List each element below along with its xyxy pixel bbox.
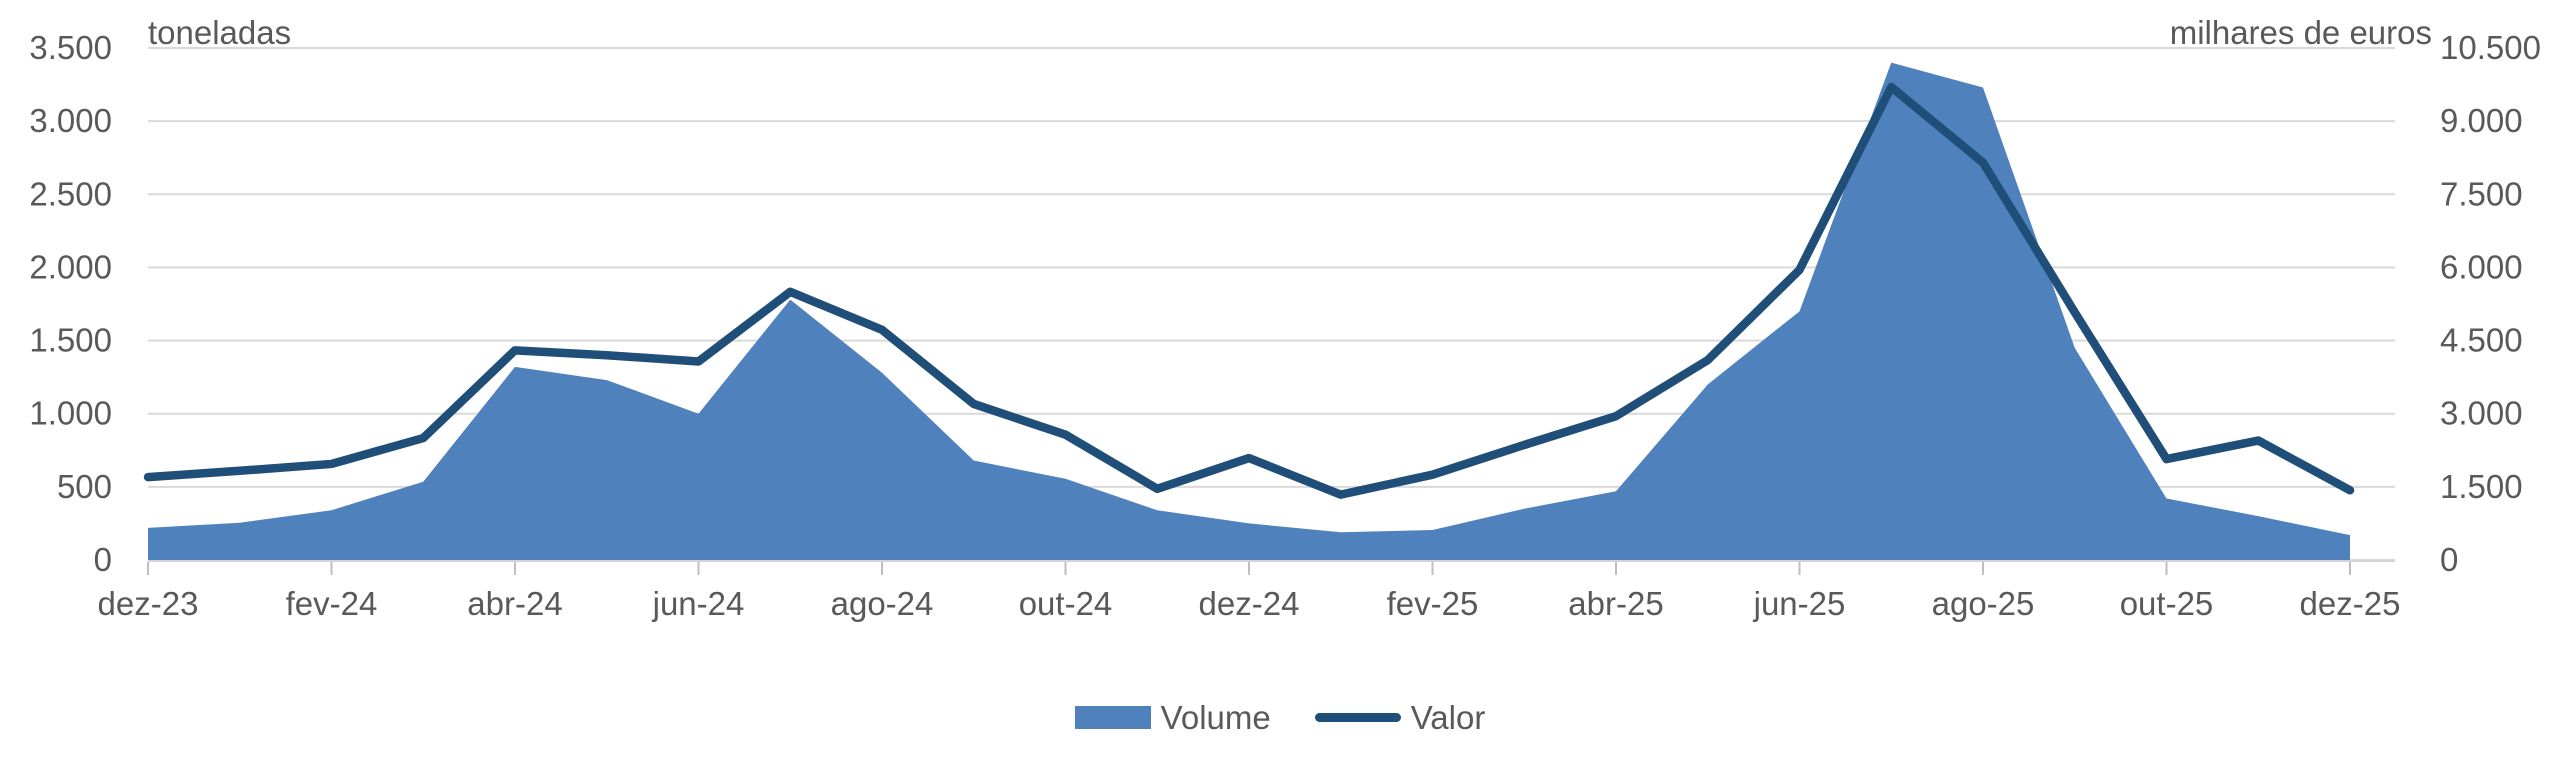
x-axis-tick-label: dez-23 [98,585,199,622]
right-axis-tick-label: 6.000 [2440,248,2523,285]
x-axis-tick-label: jun-25 [1753,585,1846,622]
left-axis-tick-label: 2.500 [29,175,112,212]
x-axis-tick-label: fev-24 [286,585,378,622]
legend-item-valor[interactable]: Valor [1314,698,1486,736]
left-axis-tick-label: 2.000 [29,248,112,285]
valor-line-swatch-icon [1314,712,1401,722]
left-axis-tick-label: 3.000 [29,102,112,139]
right-axis-tick-label: 4.500 [2440,322,2523,359]
left-axis-title: toneladas [148,14,292,51]
right-axis-title: milhares de euros [2169,14,2432,51]
x-axis-tick-label: out-24 [1019,585,1113,622]
left-axis-tick-label: 1.500 [29,322,112,359]
left-axis-tick-label: 1.000 [29,395,112,432]
right-axis-tick-label: 9.000 [2440,102,2523,139]
legend-label-valor: Valor [1410,698,1486,736]
legend-item-volume[interactable]: Volume [1074,698,1271,736]
left-axis-tick-label: 500 [57,468,112,505]
right-axis-tick-label: 10.500 [2440,29,2541,66]
left-axis-tick-label: 3.500 [29,29,112,66]
volume-area-series[interactable] [148,62,2350,560]
legend-label-volume: Volume [1160,698,1271,736]
right-axis-tick-label: 7.500 [2440,175,2523,212]
valor-line-series[interactable] [143,82,2355,499]
left-axis-tick-label: 0 [94,541,112,578]
right-axis-tick-label: 3.000 [2440,395,2523,432]
x-axis-tick-label: dez-25 [2300,585,2401,622]
x-axis-tick-label: ago-25 [1932,585,2035,622]
x-axis-tick-label: jun-24 [652,585,745,622]
x-axis-tick-label: abr-24 [467,585,562,622]
right-axis-tick-label: 0 [2440,541,2458,578]
x-axis-tick-label: dez-24 [1199,585,1300,622]
volume-area-swatch-icon [1074,705,1151,729]
x-axis-tick-label: fev-25 [1387,585,1479,622]
x-axis-tick-label: ago-24 [831,585,934,622]
right-axis-tick-label: 1.500 [2440,468,2523,505]
legend: Volume Valor [0,698,2560,736]
x-axis-tick-label: out-25 [2120,585,2214,622]
x-axis-tick-label: abr-25 [1568,585,1663,622]
